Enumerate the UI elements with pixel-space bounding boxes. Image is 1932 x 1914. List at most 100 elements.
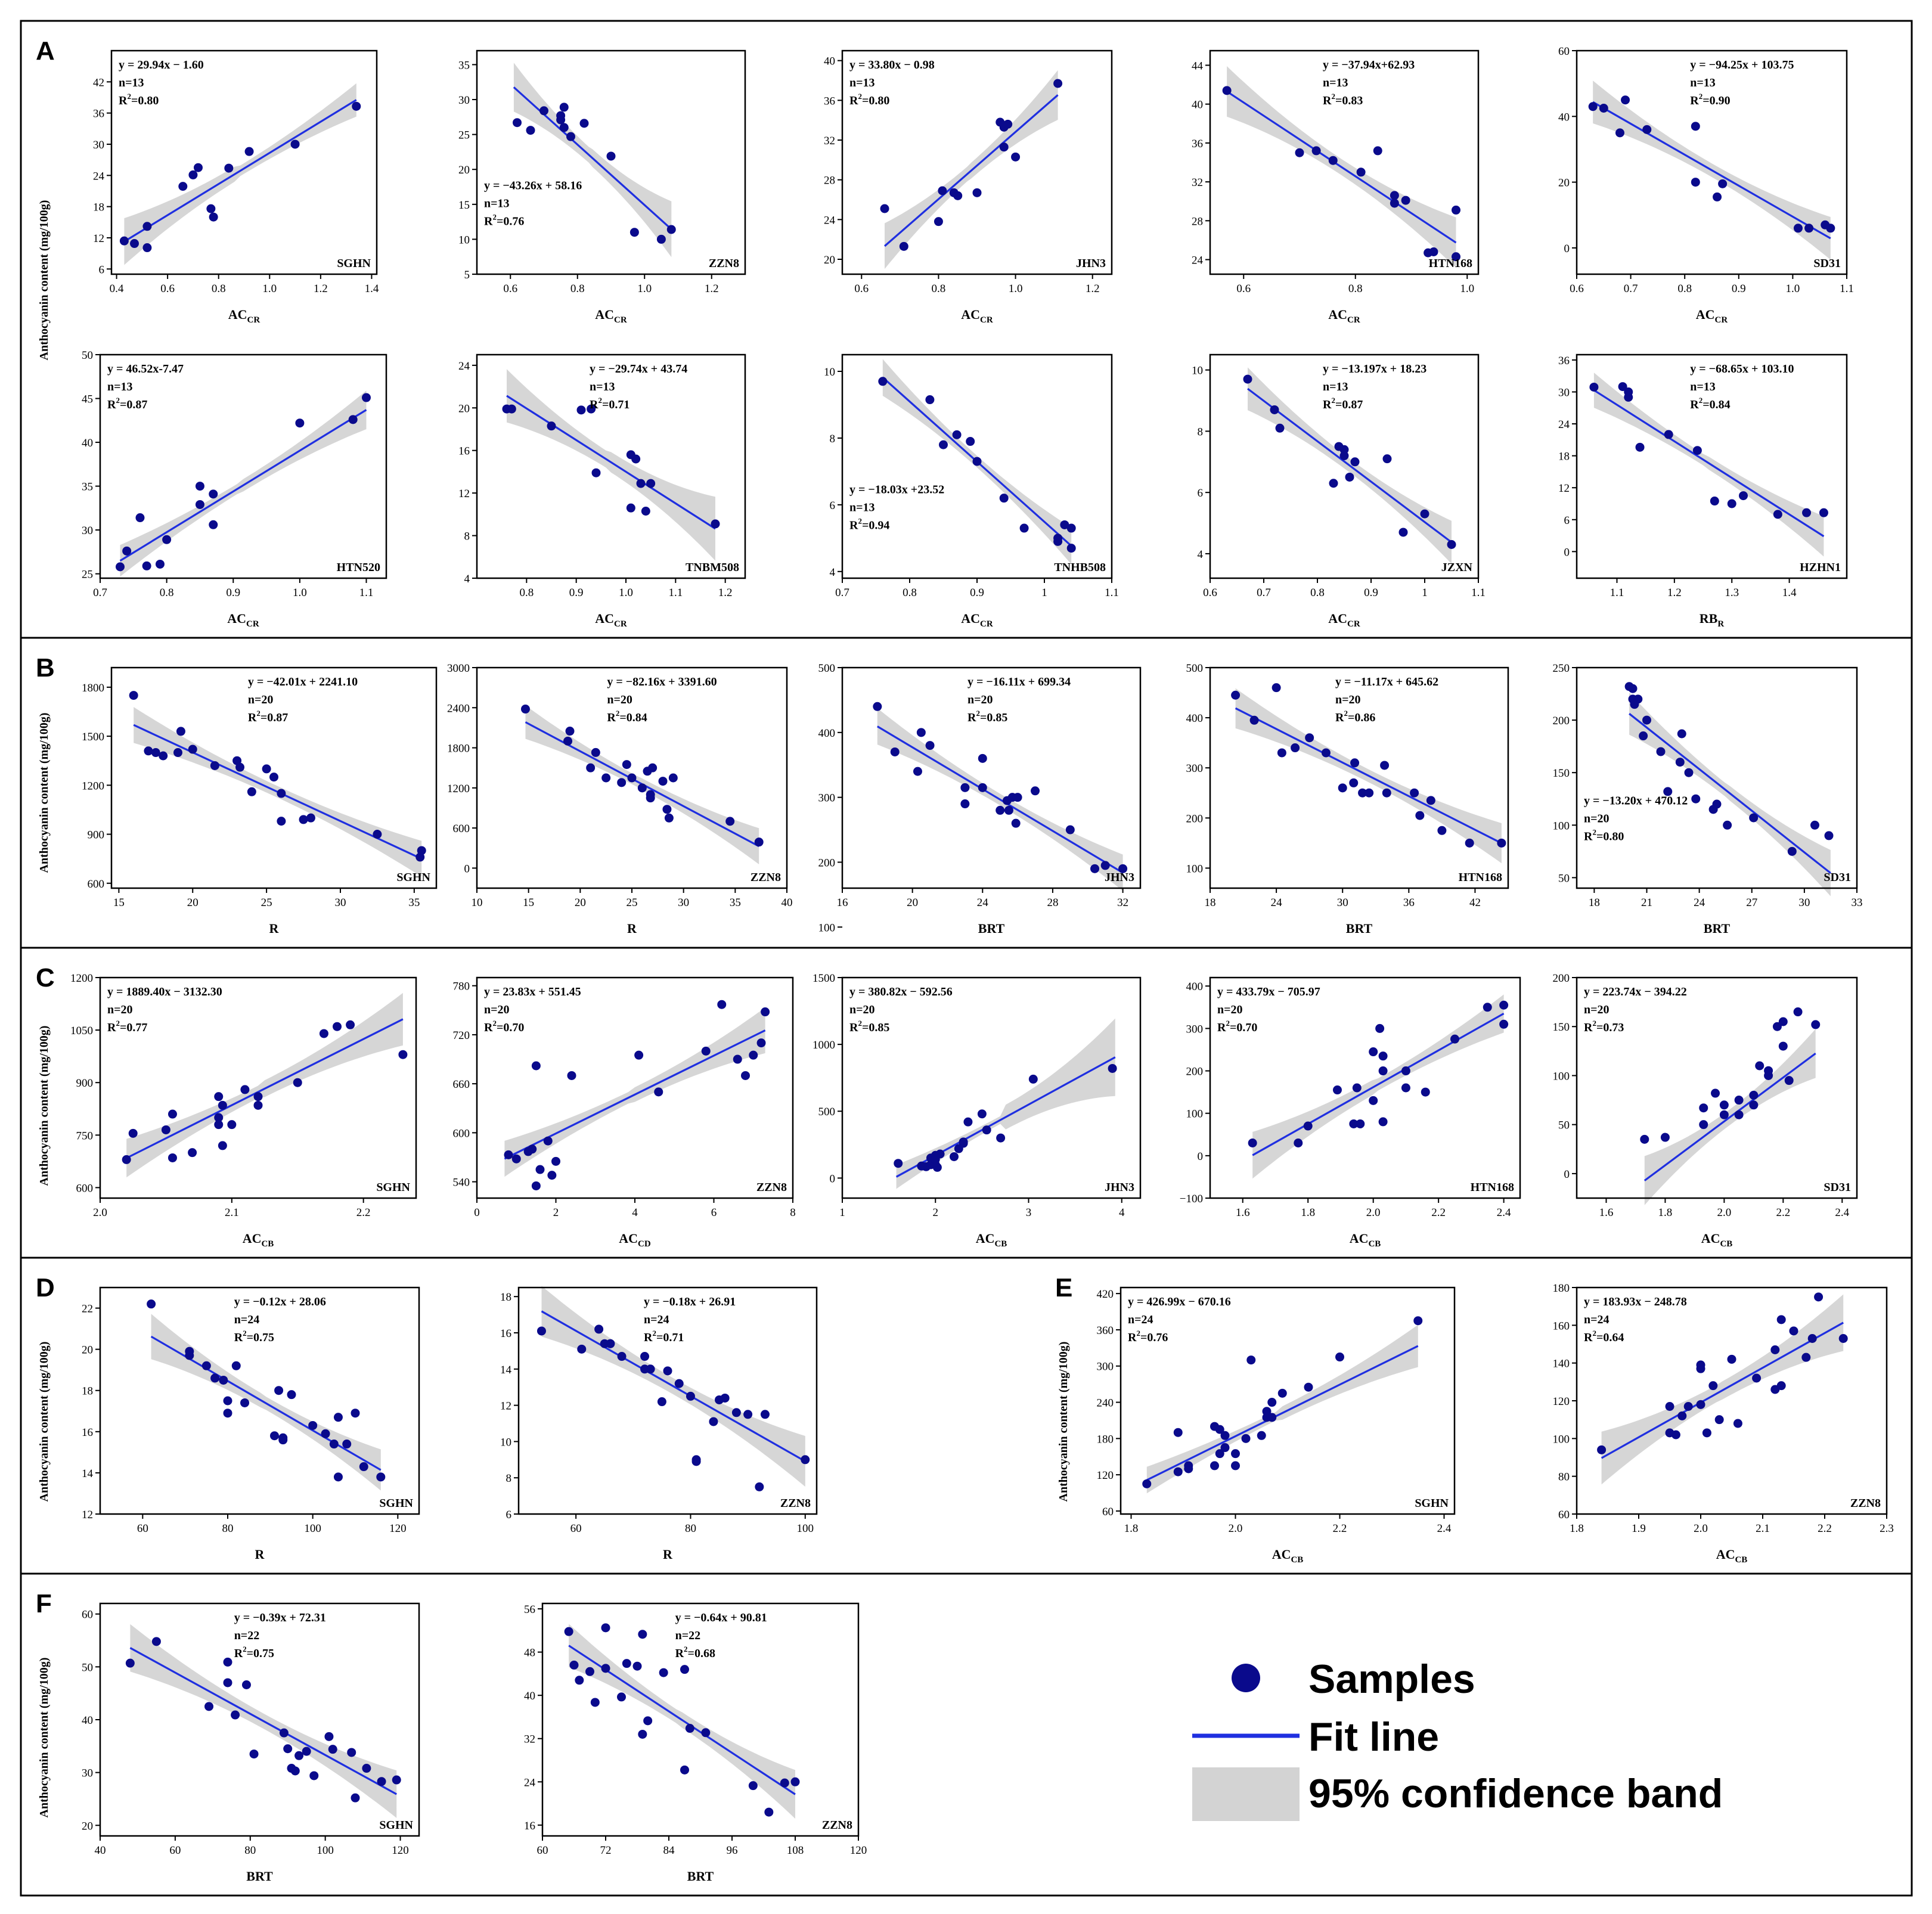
x-tick-label: 0.9 <box>970 587 984 599</box>
r-squared-value: =0.64 <box>1596 1331 1624 1344</box>
data-point <box>1350 758 1360 768</box>
data-point <box>507 404 516 414</box>
regression-equation: y = −82.16x + 3391.60 <box>607 675 717 688</box>
r-squared: R2=0.71 <box>590 396 629 411</box>
y-axis-label-f: Anthocyanin content (mg/100g) <box>38 1658 51 1818</box>
x-axis-label-main: BRT <box>978 921 1005 936</box>
x-axis-label-main: R <box>627 921 637 936</box>
y-tick-label: 20 <box>82 1344 93 1357</box>
r-squared-exponent: 2 <box>492 213 497 222</box>
r-squared: R2=0.87 <box>1323 396 1363 411</box>
data-point <box>201 1361 211 1370</box>
data-point <box>188 1148 197 1158</box>
fit-line <box>1643 1052 1816 1181</box>
r-squared-exponent: 2 <box>652 1329 656 1338</box>
data-point <box>1684 768 1694 777</box>
x-tick-label: 28 <box>1047 896 1058 909</box>
data-point <box>637 783 647 793</box>
data-point <box>1663 787 1673 796</box>
data-point <box>1660 1133 1670 1142</box>
data-point <box>1350 457 1360 467</box>
data-point <box>761 1007 770 1017</box>
cultivar-label: HTN168 <box>1471 1181 1514 1194</box>
regression-equation: y = −16.11x + 699.34 <box>967 675 1071 688</box>
x-tick-label: 1.2 <box>1667 587 1682 599</box>
data-point <box>526 126 535 135</box>
data-point <box>601 1623 610 1633</box>
data-point <box>586 763 596 773</box>
panel-letter-e: E <box>1055 1273 1072 1302</box>
x-tick-label: 4 <box>1119 1206 1125 1219</box>
y-tick-label: 44 <box>1192 60 1204 72</box>
data-point <box>564 1627 573 1636</box>
fit-line <box>1252 1012 1505 1156</box>
data-point <box>873 702 882 711</box>
chart-e1: 1.8 2.0 2.2 2.4 60 120 180 240 300 360 420 ACCB SGHN… <box>1097 1286 1456 1565</box>
data-point <box>1246 1355 1256 1365</box>
cultivar-label: SGHN <box>379 1819 413 1832</box>
r-squared-value: =0.87 <box>120 398 147 411</box>
sample-size: n=22 <box>675 1629 701 1642</box>
x-axis-label-main: AC <box>243 1231 262 1246</box>
data-point <box>1338 783 1347 793</box>
regression-equation: y = 380.82x − 592.56 <box>849 985 953 998</box>
y-tick-label: 16 <box>500 1327 511 1340</box>
data-point <box>1060 520 1069 529</box>
y-tick-label: 750 <box>76 1130 94 1142</box>
data-point <box>1215 1425 1224 1434</box>
data-point <box>283 1744 293 1754</box>
sample-size: n=13 <box>107 380 133 393</box>
data-point <box>999 142 1009 152</box>
x-tick-label: 120 <box>389 1522 407 1535</box>
data-point <box>274 1386 284 1395</box>
r-squared-value: =0.71 <box>656 1331 684 1344</box>
y-tick-label: 40 <box>82 437 93 449</box>
chart-a1: 0.4 0.6 0.8 1.0 1.2 1.4 6 12 18 24 30 36 42 ACCR SGHN y… <box>93 49 379 325</box>
r-squared: R2=0.76 <box>484 213 524 228</box>
x-axis-label-subscript: R <box>1717 619 1724 629</box>
x-tick-label: 2 <box>553 1206 559 1219</box>
data-point <box>1241 1434 1251 1443</box>
chart-c2: 0 2 4 6 8 540 600 660 720 780 ACCD ZZN8 y = 23.83x +… <box>453 976 796 1249</box>
sample-size: n=20 <box>1217 1003 1243 1016</box>
y-tick-label: 780 <box>453 981 470 993</box>
cultivar-label: SD31 <box>1813 257 1841 270</box>
y-tick-label: 540 <box>453 1177 470 1189</box>
data-point <box>240 1398 250 1407</box>
r-squared-value: =0.76 <box>497 215 524 228</box>
r-squared-exponent: 2 <box>1699 396 1703 405</box>
r-squared: R2=0.87 <box>107 396 147 411</box>
y-tick-label: 6 <box>506 1509 512 1521</box>
cultivar-label: SGHN <box>379 1497 413 1510</box>
fit-line <box>1146 1345 1419 1481</box>
data-point <box>627 773 637 783</box>
r-squared-value: =0.75 <box>247 1331 274 1344</box>
r-squared: R2=0.68 <box>675 1645 715 1660</box>
x-tick-label: 35 <box>730 896 741 909</box>
data-point <box>1733 1419 1742 1428</box>
data-point <box>142 222 152 231</box>
panel-f-box <box>20 1572 1913 1897</box>
data-point <box>210 1373 220 1383</box>
r-squared-r: R <box>234 1331 243 1344</box>
y-tick-label: 16 <box>458 445 470 458</box>
data-point <box>1702 1428 1711 1438</box>
data-point <box>1691 178 1700 187</box>
data-point <box>1770 1345 1780 1354</box>
data-point <box>643 1716 653 1726</box>
chart-a3: 0.6 0.8 1.0 1.2 20 24 28 32 36 40 ACCR JHN3 y = 33.8… <box>824 49 1113 325</box>
x-axis-label-main: AC <box>961 611 980 626</box>
x-tick-label: 20 <box>575 896 586 909</box>
data-point <box>155 559 165 569</box>
r-squared-exponent: 2 <box>1344 709 1348 718</box>
cultivar-label: TNHB508 <box>1054 561 1106 574</box>
data-point <box>159 751 168 761</box>
regression-equation: y = −94.25x + 103.75 <box>1690 58 1794 72</box>
y-tick-label: 24 <box>458 360 470 373</box>
data-point <box>1369 1096 1378 1105</box>
y-tick-label: 28 <box>824 175 835 187</box>
plot-frame <box>476 353 746 579</box>
y-tick-label: 50 <box>1558 1119 1570 1132</box>
data-point <box>1231 1449 1240 1459</box>
x-tick-label: 100 <box>304 1522 321 1535</box>
